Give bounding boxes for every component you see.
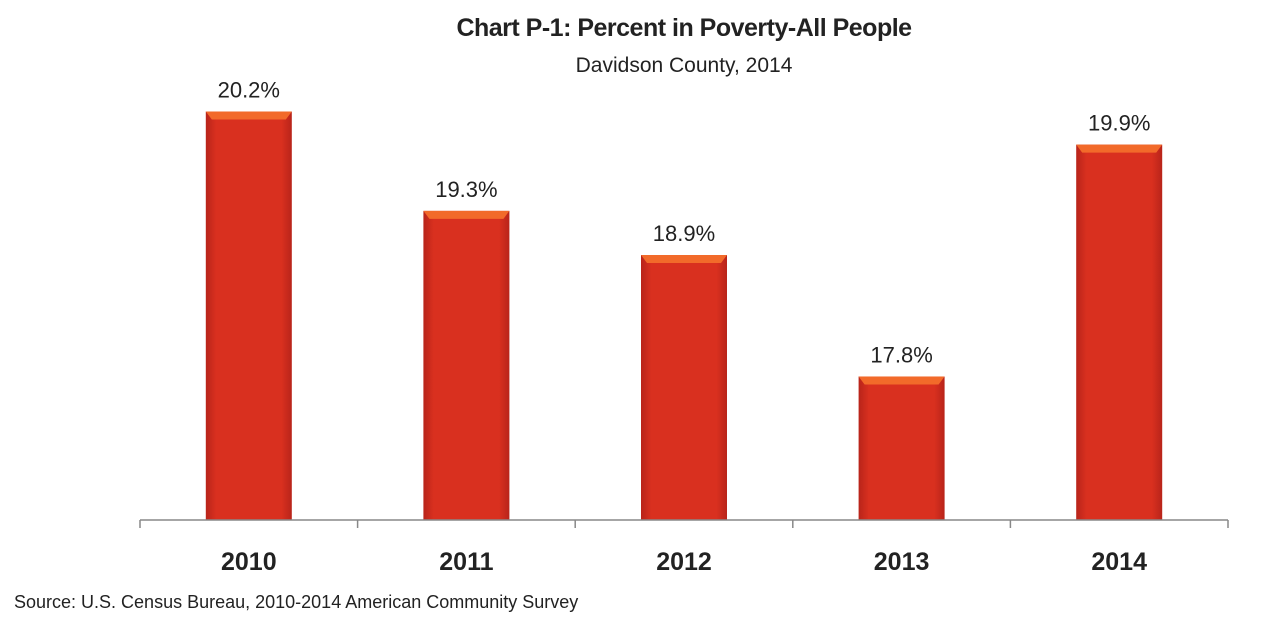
bar-2010: [205, 111, 292, 521]
bar-2011: [423, 210, 510, 520]
x-tick-label: 2012: [656, 548, 712, 576]
x-tick-label: 2013: [874, 548, 930, 576]
bar-top-bevel: [205, 111, 292, 120]
chart-subtitle: Davidson County, 2014: [575, 54, 793, 77]
bar-2014: [1076, 144, 1163, 520]
data-label: 18.9%: [653, 221, 715, 246]
source-note: Source: U.S. Census Bureau, 2010-2014 Am…: [14, 592, 579, 612]
bar-2013: [858, 376, 945, 520]
x-tick-label: 2014: [1091, 548, 1147, 576]
x-tick-label: 2010: [221, 548, 277, 576]
data-label: 17.8%: [870, 342, 932, 367]
data-label: 19.3%: [435, 177, 497, 202]
bar-top-bevel: [641, 255, 727, 264]
bar-top-bevel: [858, 376, 945, 385]
bar-top-bevel: [423, 210, 510, 219]
bar-top-bevel: [1076, 144, 1163, 153]
data-label: 19.9%: [1088, 111, 1150, 136]
chart-title: Chart P-1: Percent in Poverty-All People: [456, 14, 912, 42]
x-tick-label: 2011: [439, 548, 493, 576]
data-label: 20.2%: [218, 78, 280, 103]
bar-2012: [641, 255, 727, 521]
